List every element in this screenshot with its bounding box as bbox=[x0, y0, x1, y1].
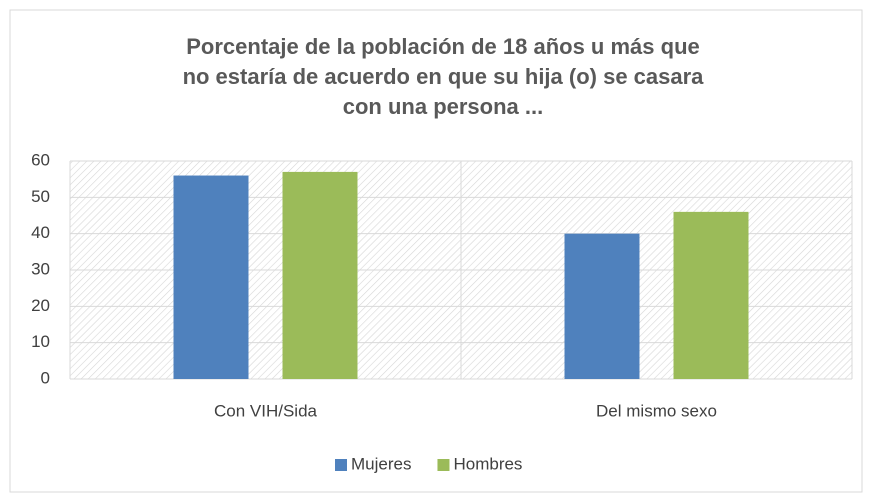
legend-label: Hombres bbox=[453, 454, 522, 473]
bar bbox=[282, 171, 358, 379]
y-tick-label: 60 bbox=[31, 150, 50, 169]
y-tick-label: 30 bbox=[31, 259, 50, 278]
y-tick-label: 20 bbox=[31, 296, 50, 315]
legend-label: Mujeres bbox=[351, 454, 411, 473]
y-tick-label: 40 bbox=[31, 223, 50, 242]
legend-swatch bbox=[437, 459, 450, 471]
x-tick-label: Con VIH/Sida bbox=[214, 401, 318, 420]
bar bbox=[673, 211, 749, 379]
bar bbox=[173, 175, 249, 379]
y-tick-label: 0 bbox=[41, 368, 50, 387]
legend-swatch bbox=[335, 459, 347, 471]
y-tick-label: 10 bbox=[31, 332, 50, 351]
chart-title: con una persona ... bbox=[343, 94, 543, 119]
x-tick-label: Del mismo sexo bbox=[596, 401, 717, 420]
chart-title: Porcentaje de la población de 18 años u … bbox=[186, 34, 700, 59]
y-tick-label: 50 bbox=[31, 187, 50, 206]
bar bbox=[564, 233, 640, 379]
chart-title: no estaría de acuerdo en que su hija (o)… bbox=[183, 64, 705, 89]
